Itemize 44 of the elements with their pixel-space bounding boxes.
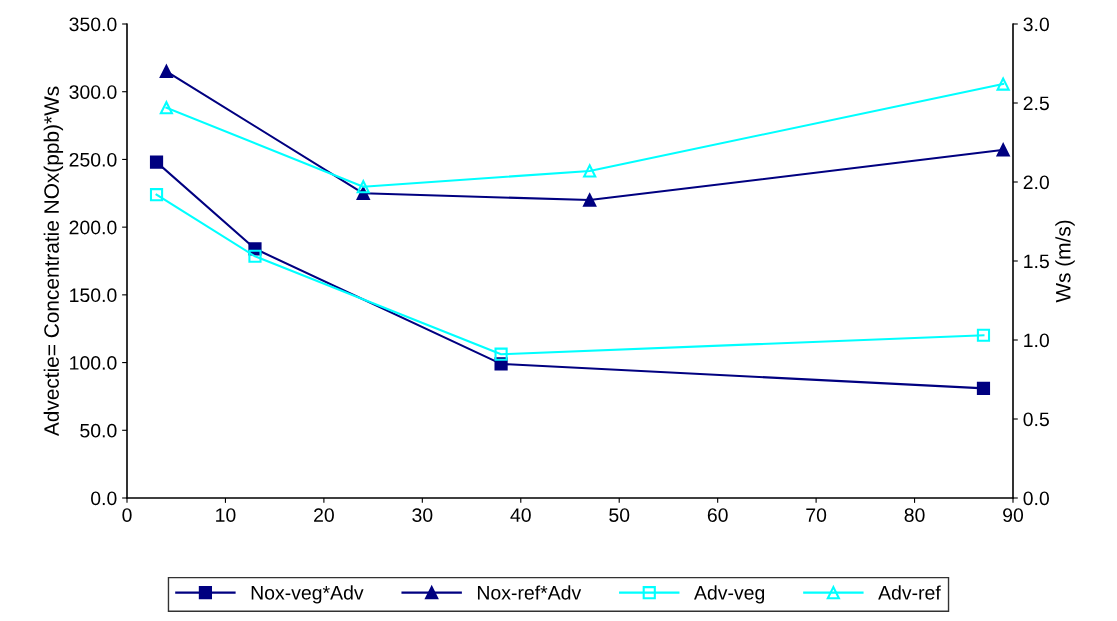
y-tick-label: 0.0	[91, 491, 117, 506]
y-tick-label: 200.0	[69, 220, 117, 235]
x-tick-label: 30	[412, 508, 433, 522]
point	[583, 164, 597, 178]
y2-tick-label: 0.5	[1023, 412, 1049, 427]
x-tick-label: 70	[806, 508, 827, 522]
legend-label: Adv-veg	[694, 585, 765, 604]
y2-tick-label: 0.0	[1023, 491, 1049, 506]
y-tick-label: 50.0	[80, 423, 117, 438]
point	[159, 64, 173, 78]
x-tick-label: 0	[122, 508, 132, 522]
x-tick-label: 10	[216, 508, 236, 522]
y2-axis-title: Ws (m/s)	[1055, 220, 1075, 303]
point	[996, 77, 1010, 91]
y-tick-label: 100.0	[70, 356, 117, 370]
y-tick-label: 350.0	[69, 17, 117, 32]
point	[996, 143, 1010, 157]
y-axis-title: Advectie= Concentratie NOx(ppb)*Ws	[43, 86, 64, 437]
point	[494, 347, 508, 361]
point	[149, 188, 164, 202]
point	[356, 180, 370, 194]
y2-tick-label: 2.0	[1023, 175, 1049, 190]
point	[976, 381, 991, 395]
x-tick-label: 40	[510, 508, 531, 522]
y2-tick-label: 3.0	[1023, 17, 1049, 32]
point	[976, 328, 991, 342]
legend-label: Nox-ref*Adv	[477, 585, 582, 600]
y-tick-label: 150.0	[70, 288, 117, 303]
x-tick-label: 50	[609, 508, 630, 522]
legend-label: Adv-ref	[878, 585, 941, 600]
point	[149, 155, 164, 169]
y2-tick-label: 1.0	[1024, 333, 1049, 348]
y2-tick-label: 1.5	[1024, 254, 1049, 269]
point	[583, 193, 597, 207]
x-tick-label: 90	[1003, 508, 1024, 522]
legend-label: Nox-veg*Adv	[251, 585, 364, 604]
y-tick-label: 250.0	[69, 152, 117, 167]
x-tick-label: 60	[707, 508, 728, 522]
point	[159, 101, 173, 115]
x-tick-label: 80	[904, 508, 925, 522]
y2-tick-label: 2.5	[1023, 96, 1049, 111]
x-tick-label: 20	[314, 508, 334, 522]
point	[248, 249, 262, 263]
y-tick-label: 300.0	[69, 85, 117, 99]
